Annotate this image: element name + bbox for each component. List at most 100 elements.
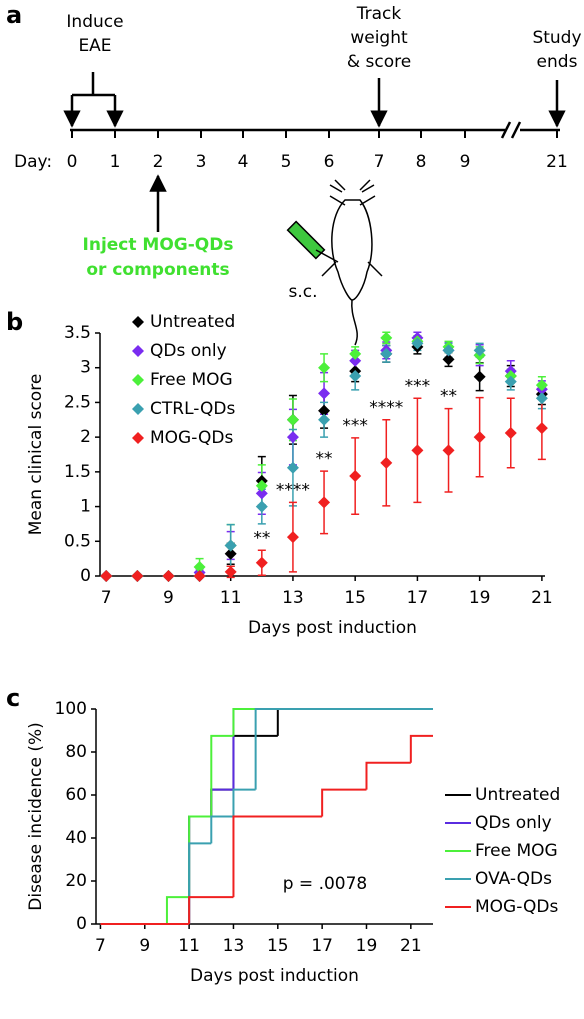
x-tick-label: 19 xyxy=(469,588,491,608)
step-segment xyxy=(210,788,234,817)
y-tick-label: 3.5 xyxy=(64,323,91,343)
significance: **** xyxy=(369,398,403,418)
marker xyxy=(224,547,237,560)
legend-label: Free MOG xyxy=(475,841,558,861)
marker xyxy=(504,375,517,388)
marker xyxy=(224,565,237,578)
marker xyxy=(255,556,268,569)
legend-label: Untreated xyxy=(475,785,560,805)
step-segment xyxy=(210,788,234,817)
event-label: EAE xyxy=(78,36,111,56)
panel-label: b xyxy=(6,308,23,336)
step-segment xyxy=(409,734,433,763)
marker xyxy=(411,337,424,350)
x-tick-label: 21 xyxy=(400,936,422,956)
step-segment xyxy=(188,842,212,924)
step-segment xyxy=(165,896,190,924)
marker xyxy=(318,404,331,417)
day-label: 9 xyxy=(460,152,471,172)
inject-label: or components xyxy=(86,260,229,280)
panel-label: c xyxy=(6,684,20,712)
significance: **** xyxy=(276,480,310,500)
x-tick-label: 7 xyxy=(95,936,106,956)
y-tick-label: 2 xyxy=(80,427,91,447)
marker xyxy=(193,570,206,582)
y-tick-label: 20 xyxy=(65,871,87,891)
x-tick-label: 11 xyxy=(178,936,200,956)
marker xyxy=(349,370,362,383)
legend-label: Free MOG xyxy=(150,370,233,390)
day-label: 21 xyxy=(546,152,568,172)
y-axis-title: Disease incidence (%) xyxy=(26,722,46,911)
legend-marker xyxy=(132,374,144,386)
event-label: ends xyxy=(537,52,578,72)
day-prefix: Day: xyxy=(14,152,52,172)
legend-label: MOG-QDs xyxy=(150,428,233,448)
y-tick-label: 0 xyxy=(80,566,91,586)
marker xyxy=(349,354,362,367)
marker xyxy=(349,470,362,483)
y-axis-title: Mean clinical score xyxy=(26,374,46,536)
marker xyxy=(473,370,486,383)
mouse-illustration xyxy=(286,179,383,346)
marker xyxy=(131,570,144,582)
inject-label: Inject MOG-QDs xyxy=(83,235,234,255)
marker xyxy=(318,387,331,400)
legend-marker xyxy=(132,432,144,444)
marker xyxy=(504,426,517,439)
step-segment xyxy=(232,708,433,790)
marker xyxy=(224,539,237,552)
marker xyxy=(286,413,299,426)
day-label: 0 xyxy=(67,152,78,172)
x-axis-title: Days post induction xyxy=(248,618,417,638)
day-label: 1 xyxy=(110,152,121,172)
step-segment xyxy=(188,815,212,898)
marker xyxy=(162,570,175,582)
marker xyxy=(473,344,486,357)
day-label: 7 xyxy=(374,152,385,172)
x-tick-label: 21 xyxy=(531,588,553,608)
y-tick-label: 1.5 xyxy=(64,462,91,482)
marker xyxy=(380,331,393,344)
panel-label: a xyxy=(6,1,22,29)
step-segment xyxy=(232,708,433,736)
step-segment xyxy=(254,708,433,790)
marker xyxy=(255,479,268,492)
significance: *** xyxy=(405,376,431,396)
event-label: & score xyxy=(347,52,411,72)
x-tick-label: 15 xyxy=(344,588,366,608)
y-tick-label: 100 xyxy=(55,699,87,719)
step-segment xyxy=(232,788,256,817)
marker xyxy=(349,347,362,360)
step-segment xyxy=(276,708,433,736)
marker xyxy=(380,456,393,469)
significance: *** xyxy=(342,416,368,436)
event-label: weight xyxy=(350,28,408,48)
marker xyxy=(318,413,331,426)
marker xyxy=(442,344,455,357)
x-tick-label: 17 xyxy=(311,936,333,956)
marker xyxy=(411,444,424,457)
marker xyxy=(380,347,393,360)
p-value: p = .0078 xyxy=(283,874,368,894)
marker xyxy=(255,487,268,500)
y-tick-label: 80 xyxy=(65,742,87,762)
marker xyxy=(193,560,206,573)
marker xyxy=(286,431,299,444)
y-tick-label: 2.5 xyxy=(64,392,91,412)
significance: ** xyxy=(316,449,333,469)
legend-label: QDs only xyxy=(150,341,227,361)
marker xyxy=(286,531,299,544)
day-label: 5 xyxy=(281,152,292,172)
marker xyxy=(442,444,455,457)
x-tick-label: 7 xyxy=(101,588,112,608)
marker xyxy=(286,461,299,474)
marker xyxy=(442,353,455,366)
event-label: Track xyxy=(356,4,402,24)
y-tick-label: 60 xyxy=(65,785,87,805)
marker xyxy=(535,379,548,392)
day-label: 4 xyxy=(238,152,249,172)
day-label: 6 xyxy=(324,152,335,172)
